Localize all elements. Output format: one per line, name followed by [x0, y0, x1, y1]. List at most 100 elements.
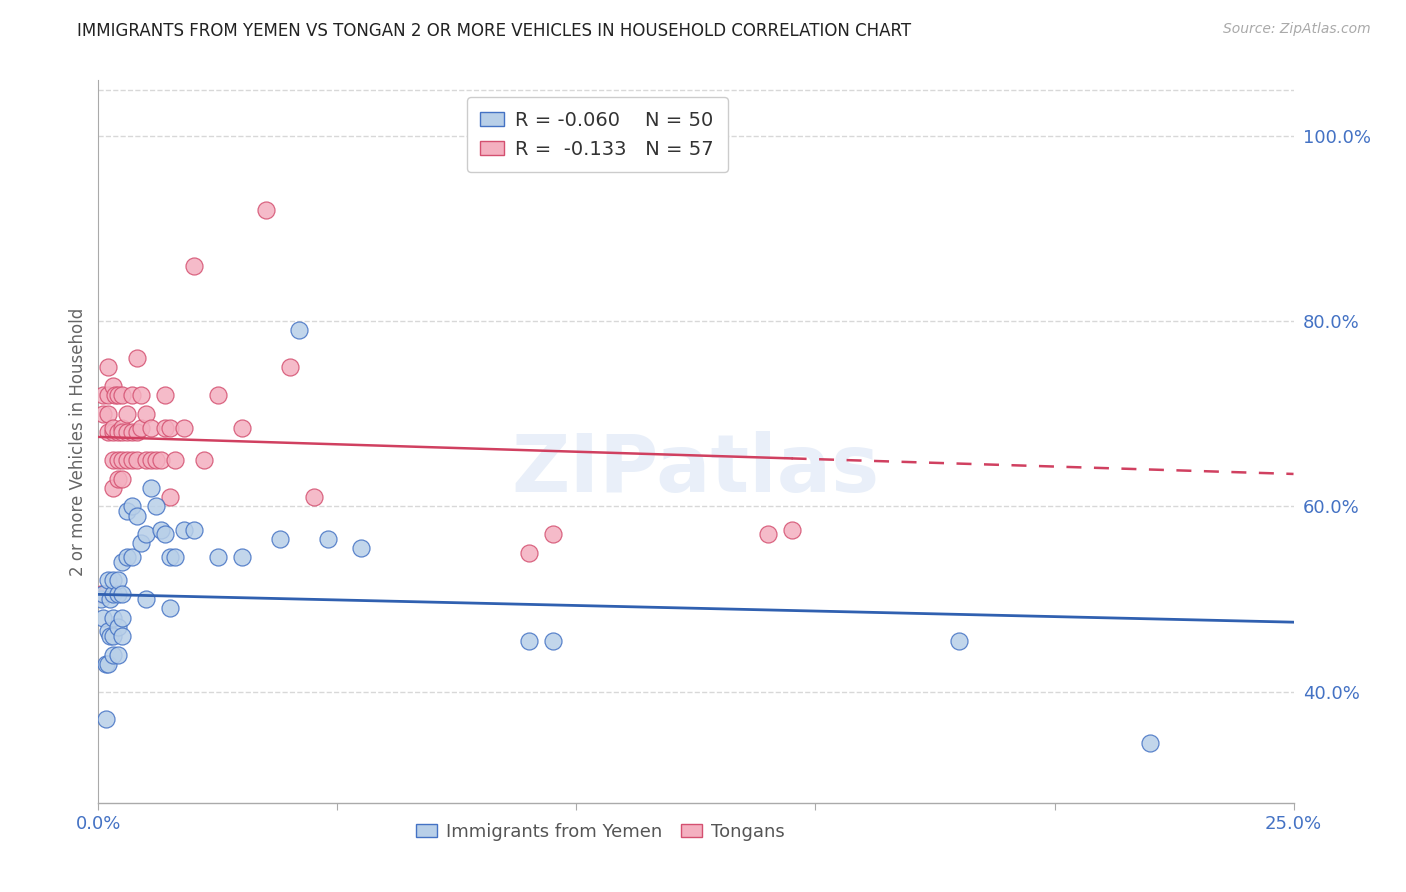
Point [163, 550, 186, 565]
Point [121, 453, 143, 467]
Point [135, 527, 157, 541]
Point [278, 360, 301, 375]
Point [111, 555, 134, 569]
Point [139, 481, 162, 495]
Point [756, 527, 779, 541]
Point [155, 420, 177, 434]
Point [149, 453, 172, 467]
Point [101, 420, 124, 434]
Point [121, 425, 143, 440]
Text: IMMIGRANTS FROM YEMEN VS TONGAN 2 OR MORE VEHICLES IN HOUSEHOLD CORRELATION CHAR: IMMIGRANTS FROM YEMEN VS TONGAN 2 OR MOR… [77, 22, 911, 40]
Point [159, 420, 181, 434]
Point [1139, 736, 1161, 750]
Point [350, 541, 373, 555]
Point [302, 490, 325, 504]
Point [97, 360, 120, 375]
Point [107, 388, 129, 402]
Point [101, 453, 124, 467]
Point [231, 420, 253, 434]
Point [125, 351, 148, 366]
Point [131, 388, 153, 402]
Point [125, 453, 148, 467]
Point [107, 648, 129, 662]
Point [207, 550, 229, 565]
Point [107, 587, 129, 601]
Point [91, 587, 114, 601]
Point [107, 453, 129, 467]
Point [517, 546, 540, 560]
Point [780, 523, 803, 537]
Point [316, 532, 339, 546]
Text: Source: ZipAtlas.com: Source: ZipAtlas.com [1223, 22, 1371, 37]
Point [101, 610, 124, 624]
Point [91, 407, 114, 421]
Point [97, 624, 120, 639]
Point [94, 587, 117, 601]
Point [121, 388, 143, 402]
Point [94, 713, 117, 727]
Point [145, 453, 167, 467]
Point [145, 500, 167, 514]
Point [97, 388, 120, 402]
Point [155, 527, 177, 541]
Point [541, 633, 564, 648]
Point [183, 523, 205, 537]
Point [97, 425, 120, 440]
Point [517, 633, 540, 648]
Point [115, 550, 138, 565]
Point [115, 425, 138, 440]
Point [173, 523, 195, 537]
Point [97, 657, 120, 671]
Point [163, 453, 186, 467]
Point [101, 648, 124, 662]
Point [159, 550, 181, 565]
Point [111, 420, 134, 434]
Point [101, 481, 124, 495]
Point [173, 420, 195, 434]
Point [159, 601, 181, 615]
Legend: Immigrants from Yemen, Tongans: Immigrants from Yemen, Tongans [408, 815, 793, 848]
Point [149, 523, 172, 537]
Point [131, 420, 153, 434]
Point [111, 425, 134, 440]
Point [135, 592, 157, 607]
Point [101, 425, 124, 440]
Point [139, 453, 162, 467]
Point [193, 453, 215, 467]
Point [115, 504, 138, 518]
Point [541, 527, 564, 541]
Point [135, 407, 157, 421]
Point [90, 592, 112, 607]
Point [94, 657, 117, 671]
Point [121, 550, 143, 565]
Point [91, 388, 114, 402]
Point [131, 536, 153, 550]
Point [121, 500, 143, 514]
Point [159, 490, 181, 504]
Point [125, 425, 148, 440]
Point [207, 388, 229, 402]
Y-axis label: 2 or more Vehicles in Household: 2 or more Vehicles in Household [69, 308, 87, 575]
Point [269, 532, 291, 546]
Point [111, 610, 134, 624]
Point [111, 388, 134, 402]
Point [115, 453, 138, 467]
Point [111, 453, 134, 467]
Point [90, 587, 112, 601]
Point [115, 407, 138, 421]
Point [104, 388, 127, 402]
Point [135, 453, 157, 467]
Point [111, 629, 134, 643]
Text: ZIPatlas: ZIPatlas [512, 432, 880, 509]
Point [98, 629, 122, 643]
Point [107, 472, 129, 486]
Point [948, 633, 970, 648]
Point [107, 620, 129, 634]
Point [101, 629, 124, 643]
Point [231, 550, 253, 565]
Point [97, 574, 120, 588]
Point [155, 388, 177, 402]
Point [101, 379, 124, 393]
Point [107, 574, 129, 588]
Point [111, 587, 134, 601]
